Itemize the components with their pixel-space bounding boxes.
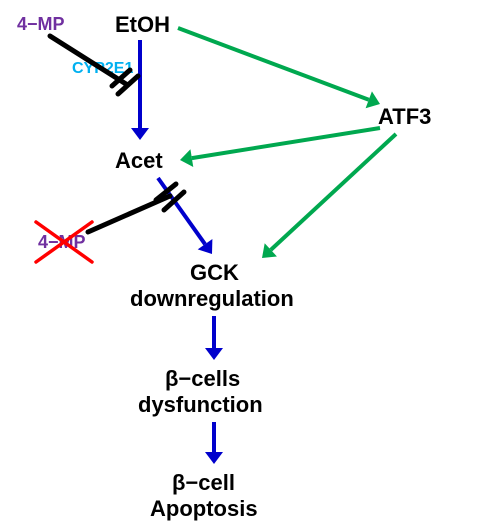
node-gck-line2: downregulation [130, 286, 294, 311]
node-cyp2e1: CYP2E1 [72, 60, 133, 78]
node-bcells-dys-line2: dysfunction [138, 392, 263, 417]
node-etoh: EtOH [115, 12, 170, 37]
node-bcell-apoptosis-line2: Apoptosis [150, 496, 258, 521]
node-bcells-dys-line1: β−cells [165, 366, 240, 391]
diagram-overlay [0, 0, 501, 531]
node-4mp-top: 4−MP [17, 14, 65, 35]
node-atf3: ATF3 [378, 104, 431, 129]
node-gck-line1: GCK [190, 260, 239, 285]
node-acet: Acet [115, 148, 163, 173]
node-bcell-apoptosis-line1: β−cell [172, 470, 235, 495]
node-4mp-mid: 4−MP [38, 232, 86, 253]
